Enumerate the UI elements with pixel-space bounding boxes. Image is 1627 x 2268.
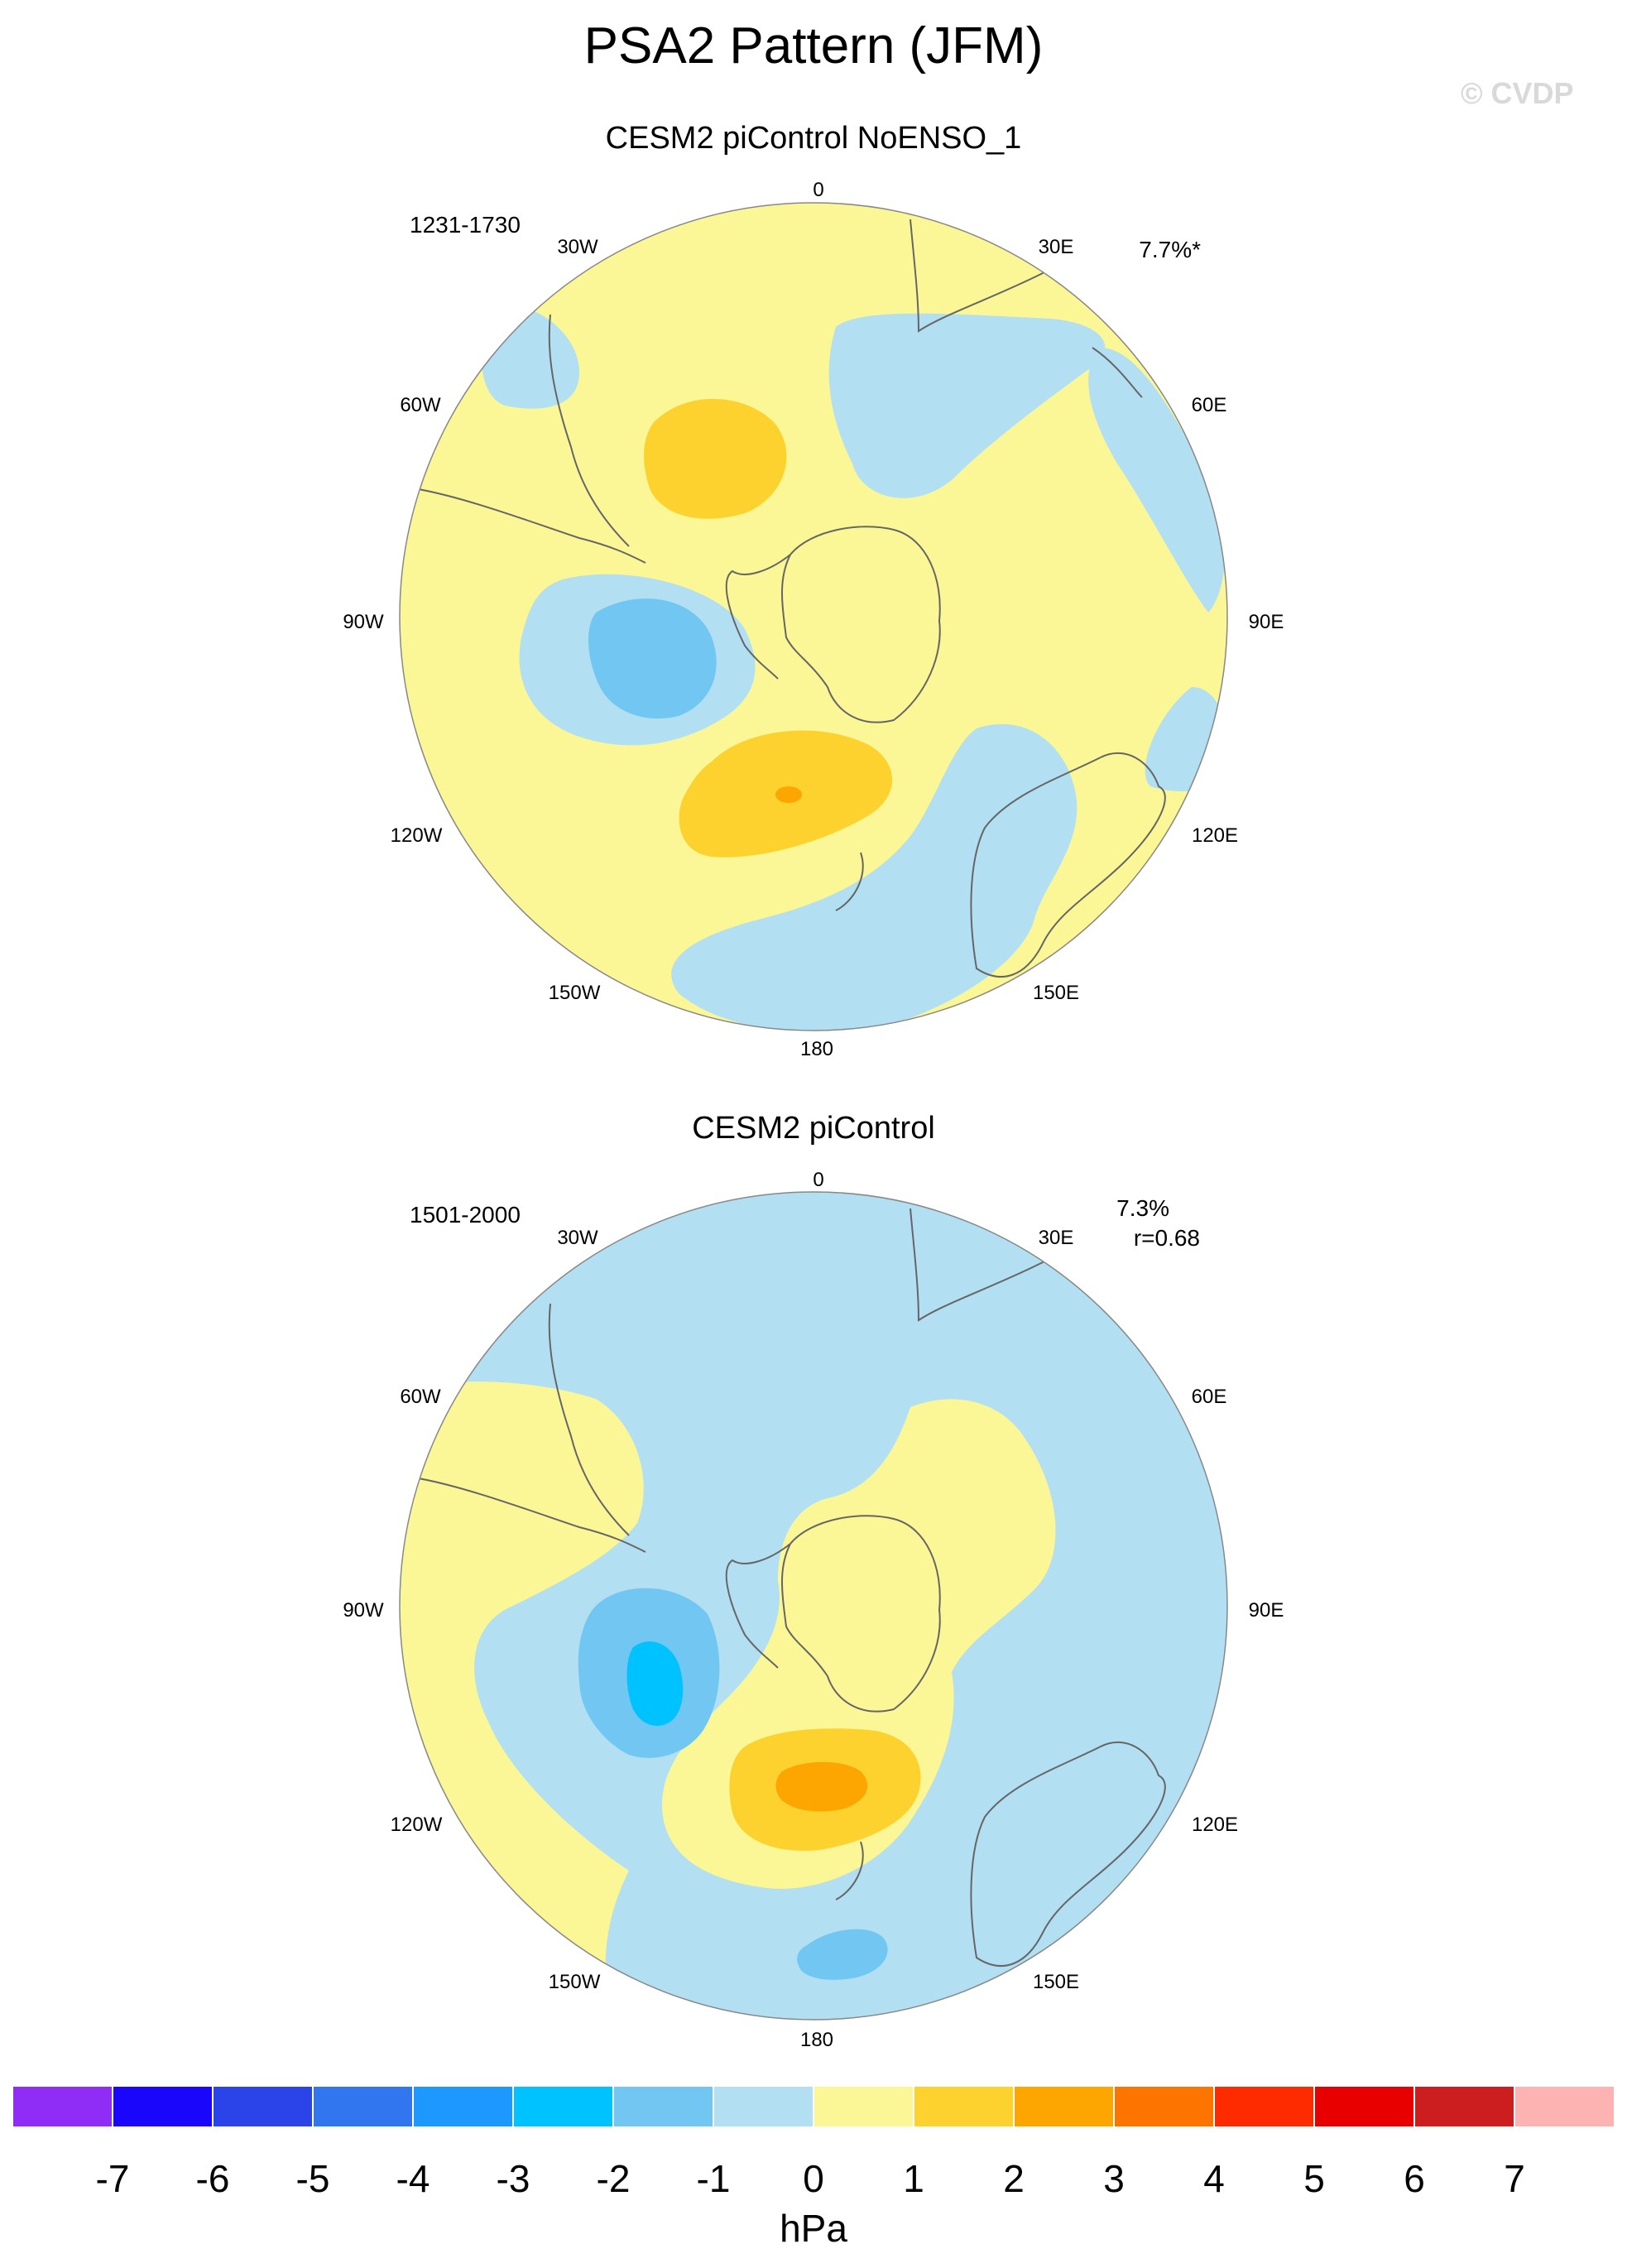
- colorbar-tick-label: 5: [1303, 2157, 1325, 2200]
- colorbar-tick-label: 0: [803, 2157, 824, 2200]
- panel-2-pattern-correlation: r=0.68: [1133, 1225, 1200, 1251]
- panel-2-variance: 7.3%: [1116, 1195, 1169, 1221]
- panel-1-lon-label: 90W: [343, 611, 384, 633]
- panel-2-lon-label: 120W: [390, 1814, 443, 1836]
- panel-1-map-boundary: [399, 202, 1228, 1031]
- cvdp-watermark: © CVDP: [1461, 76, 1574, 110]
- panel-1-pos-region-n: [644, 398, 787, 519]
- panel-2-lon-label: 90E: [1248, 1599, 1284, 1622]
- panel-2-lon-label: 30W: [557, 1227, 598, 1249]
- colorbar-tick-label: -5: [295, 2157, 330, 2200]
- colorbar-swatch: [713, 2086, 814, 2127]
- colorbar-swatch: [513, 2086, 613, 2127]
- colorbar-swatch: [1314, 2086, 1414, 2127]
- colorbar-swatch: [1414, 2086, 1514, 2127]
- panel-1-lon-label: 120E: [1191, 824, 1239, 847]
- panel-2-lon-label: 60E: [1191, 1386, 1227, 1408]
- colorbar-swatch: [1014, 2086, 1114, 2127]
- panel-1-lon-label: 60W: [400, 394, 441, 416]
- colorbar-tick-label: 6: [1404, 2157, 1425, 2200]
- panel-1-lon-label: 180: [799, 1038, 834, 1060]
- colorbar-swatch: [914, 2086, 1014, 2127]
- panel-2-neg-region-s: [797, 1929, 888, 1980]
- panel-1-neg-region-e: [1088, 348, 1226, 613]
- panel-2-lon-label: 180: [799, 2029, 834, 2051]
- panel-1-years: 1231-1730: [410, 212, 521, 238]
- colorbar-tick-label: 3: [1103, 2157, 1125, 2200]
- colorbar-swatch: [814, 2086, 914, 2127]
- panel-2-lon-label: 60W: [400, 1386, 441, 1408]
- colorbar-swatch: [1114, 2086, 1214, 2127]
- panel-2-neg-core: [626, 1641, 684, 1726]
- colorbar-tick-label: -6: [195, 2157, 230, 2200]
- colorbar-swatch: [213, 2086, 313, 2127]
- panel-1-variance: 7.7%*: [1139, 237, 1201, 262]
- panel-1-neg-region-ne: [828, 313, 1106, 498]
- panel-1-lon-label: 30E: [1038, 236, 1074, 258]
- panel-2-lon-label: 30E: [1038, 1227, 1074, 1249]
- panel-1-pos-core: [775, 786, 802, 803]
- colorbar-tick-label: 1: [903, 2157, 924, 2200]
- colorbar-swatch: [413, 2086, 513, 2127]
- colorbar-swatch: [12, 2086, 113, 2127]
- colorbar-tick-label: 7: [1504, 2157, 1525, 2200]
- panel-1-lon-label: 60E: [1191, 394, 1227, 416]
- colorbar-tick-label: -2: [596, 2157, 631, 2200]
- panel-1-title: CESM2 piControl NoENSO_1: [605, 121, 1022, 156]
- panel-1-lon-label: 30W: [557, 236, 598, 258]
- colorbar-tick-label: 2: [1003, 2157, 1025, 2200]
- panel-1-lon-label: 150W: [548, 982, 601, 1004]
- colorbar-swatch: [613, 2086, 713, 2127]
- colorbar-swatch: [313, 2086, 413, 2127]
- colorbar-tick-label: -7: [95, 2157, 130, 2200]
- colorbar-tick-label: -4: [396, 2157, 430, 2200]
- panel-2-lon-label: 150E: [1032, 1971, 1080, 1993]
- colorbar-tick-label: 4: [1203, 2157, 1225, 2200]
- page-title: PSA2 Pattern (JFM): [583, 17, 1044, 74]
- panel-2-lon-label: 120E: [1191, 1814, 1239, 1836]
- panel-2-lon-label: 90W: [343, 1599, 384, 1622]
- panel-1-lon-label: 90E: [1248, 611, 1284, 633]
- panel-1-lon-label: 0: [813, 179, 824, 201]
- colorbar-tick-label: -1: [696, 2157, 731, 2200]
- panel-1-lon-label: 120W: [390, 824, 443, 847]
- panel-1-neg-core: [588, 598, 717, 719]
- panel-2-map-boundary: [399, 1191, 1228, 2021]
- colorbar-swatch: [1214, 2086, 1314, 2127]
- panel-2-title: CESM2 piControl: [692, 1111, 935, 1146]
- panel-2-lon-label: 150W: [548, 1971, 601, 1993]
- panel-1-lon-label: 150E: [1032, 982, 1080, 1004]
- panel-1-neg-region-s: [671, 723, 1077, 1031]
- colorbar-swatch: [113, 2086, 213, 2127]
- panel-2-years: 1501-2000: [410, 1202, 521, 1228]
- colorbar-swatch: [1514, 2086, 1615, 2127]
- colorbar-tick-label: -3: [496, 2157, 530, 2200]
- panel-2-pos-core: [775, 1761, 868, 1812]
- panel-2-coastlines: [413, 1208, 1166, 1967]
- colorbar-units: hPa: [780, 2207, 847, 2250]
- panel-2-lon-label: 0: [813, 1169, 824, 1191]
